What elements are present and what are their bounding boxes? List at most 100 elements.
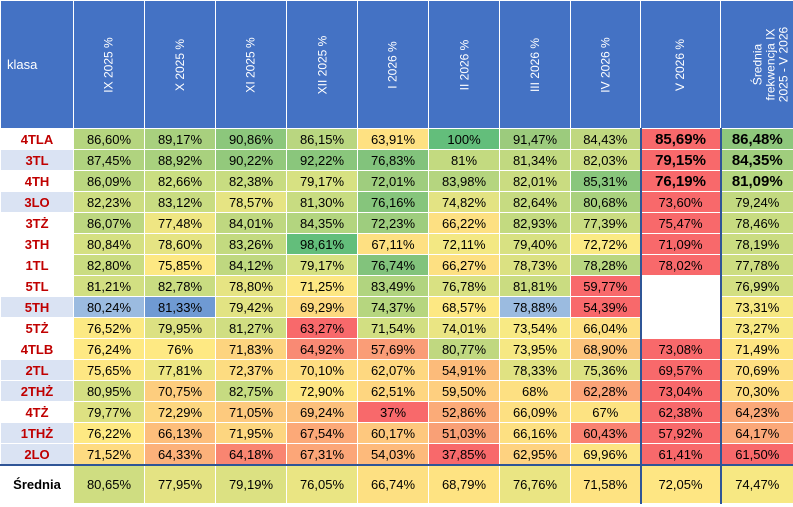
value-cell: 79,40%	[499, 233, 571, 255]
value-cell: 72,72%	[570, 233, 641, 255]
average-cell: 77,78%	[719, 254, 793, 276]
value-cell: 77,48%	[144, 212, 216, 234]
value-cell: 79,17%	[286, 170, 358, 192]
value-cell: 62,38%	[639, 401, 721, 423]
value-cell: 78,28%	[570, 254, 641, 276]
table-row: 5TH 80,24% 81,33% 79,42% 69,29% 74,37% 68,57% 7…	[0, 296, 793, 318]
value-cell: 69,24%	[286, 401, 358, 423]
value-cell: 86,15%	[286, 128, 358, 150]
value-cell: 59,77%	[570, 275, 641, 297]
header-month: III 2026 %	[499, 0, 571, 129]
header-month: IV 2026 %	[570, 0, 641, 129]
value-cell: 67,31%	[286, 443, 358, 466]
class-label: 4TLB	[0, 338, 74, 360]
value-cell: 81,33%	[144, 296, 216, 318]
value-cell: 66,22%	[428, 212, 500, 234]
value-cell: 81,34%	[499, 149, 571, 171]
class-label: 5TL	[0, 275, 74, 297]
value-cell: 62,95%	[499, 443, 571, 466]
value-cell: 98,61%	[286, 233, 358, 255]
average-value: 72,05%	[639, 464, 721, 504]
value-cell: 83,26%	[215, 233, 287, 255]
value-cell: 73,54%	[499, 317, 571, 339]
average-cell: 71,49%	[719, 338, 793, 360]
table-row: 1THŻ 76,22% 66,13% 71,95% 67,54% 60,17% 51,03%…	[0, 422, 793, 444]
value-cell: 62,07%	[357, 359, 429, 381]
value-cell: 73,08%	[639, 338, 721, 360]
average-value: 76,76%	[499, 464, 571, 504]
value-cell	[639, 317, 721, 339]
value-cell: 71,09%	[639, 233, 721, 255]
average-row: Średnia 80,65% 77,95% 79,19% 76,05% 66,74% 68,…	[0, 464, 793, 504]
average-value: 66,74%	[357, 464, 429, 504]
class-label: 4TLA	[0, 128, 74, 150]
value-cell: 79,77%	[73, 401, 145, 423]
overall-average: 74,47%	[719, 464, 793, 504]
value-cell: 100%	[428, 128, 500, 150]
value-cell: 66,16%	[499, 422, 571, 444]
average-value: 76,05%	[286, 464, 358, 504]
class-label: 4TH	[0, 170, 74, 192]
value-cell: 71,25%	[286, 275, 358, 297]
average-cell: 70,30%	[719, 380, 793, 402]
average-cell: 84,35%	[719, 149, 793, 171]
average-cell: 76,99%	[719, 275, 793, 297]
table-row: 1TL 82,80% 75,85% 84,12% 79,17% 76,74% 66,27% 7…	[0, 254, 793, 276]
value-cell: 74,01%	[428, 317, 500, 339]
table-row: 3TL 87,45% 88,92% 90,22% 92,22% 76,83% 81% 81,3…	[0, 149, 793, 171]
value-cell: 80,84%	[73, 233, 145, 255]
value-cell	[639, 296, 721, 318]
value-cell: 79,15%	[639, 149, 721, 171]
value-cell: 76,52%	[73, 317, 145, 339]
value-cell: 67,11%	[357, 233, 429, 255]
value-cell: 88,92%	[144, 149, 216, 171]
value-cell: 73,04%	[639, 380, 721, 402]
average-cell: 64,17%	[719, 422, 793, 444]
value-cell: 70,10%	[286, 359, 358, 381]
value-cell: 90,86%	[215, 128, 287, 150]
value-cell: 82,75%	[215, 380, 287, 402]
value-cell: 60,17%	[357, 422, 429, 444]
value-cell: 60,43%	[570, 422, 641, 444]
header-month: XI 2025 %	[215, 0, 287, 129]
average-value: 80,65%	[73, 464, 145, 504]
value-cell: 64,18%	[215, 443, 287, 466]
value-cell: 64,33%	[144, 443, 216, 466]
average-cell: 70,69%	[719, 359, 793, 381]
header-month: II 2026 %	[428, 0, 500, 129]
value-cell: 87,45%	[73, 149, 145, 171]
average-cell: 64,23%	[719, 401, 793, 423]
value-cell: 57,69%	[357, 338, 429, 360]
value-cell: 80,77%	[428, 338, 500, 360]
value-cell: 89,17%	[144, 128, 216, 150]
value-cell: 57,92%	[639, 422, 721, 444]
value-cell: 67,54%	[286, 422, 358, 444]
average-cell: 61,50%	[719, 443, 793, 466]
class-label: 4TŻ	[0, 401, 74, 423]
value-cell: 71,95%	[215, 422, 287, 444]
average-value: 71,58%	[570, 464, 641, 504]
value-cell: 76,16%	[357, 191, 429, 213]
value-cell: 78,73%	[499, 254, 571, 276]
value-cell: 66,09%	[499, 401, 571, 423]
value-cell: 70,75%	[144, 380, 216, 402]
value-cell: 54,39%	[570, 296, 641, 318]
value-cell: 37%	[357, 401, 429, 423]
value-cell: 76,78%	[428, 275, 500, 297]
value-cell: 84,35%	[286, 212, 358, 234]
table-row: 4TH 86,09% 82,66% 82,38% 79,17% 72,01% 83,98% 8…	[0, 170, 793, 192]
average-label: Średnia	[0, 464, 74, 504]
table-row: 2TL 75,65% 77,81% 72,37% 70,10% 62,07% 54,91% 7…	[0, 359, 793, 381]
table-row: 5TL 81,21% 82,78% 78,80% 71,25% 83,49% 76,78% 8…	[0, 275, 793, 297]
value-cell: 66,04%	[570, 317, 641, 339]
value-cell: 76,83%	[357, 149, 429, 171]
value-cell: 78,57%	[215, 191, 287, 213]
value-cell	[639, 275, 721, 297]
value-cell: 86,60%	[73, 128, 145, 150]
class-label: 3LO	[0, 191, 74, 213]
value-cell: 78,02%	[639, 254, 721, 276]
value-cell: 63,27%	[286, 317, 358, 339]
value-cell: 77,81%	[144, 359, 216, 381]
class-label: 2THŻ	[0, 380, 74, 402]
value-cell: 59,50%	[428, 380, 500, 402]
